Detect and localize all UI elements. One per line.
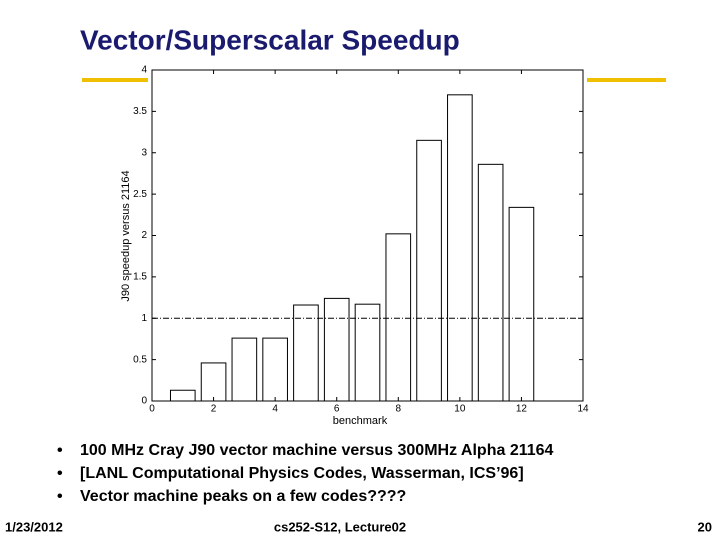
bullet: Vector machine peaks on a few codes???? bbox=[80, 488, 406, 505]
y-tick-label: 1 bbox=[141, 313, 147, 324]
y-tick-label: 2 bbox=[141, 230, 147, 241]
footer-course: cs252-S12, Lecture02 bbox=[274, 519, 406, 534]
bar bbox=[293, 304, 319, 402]
x-tick-label: 4 bbox=[272, 404, 278, 415]
bar bbox=[385, 233, 412, 402]
bar bbox=[169, 389, 196, 402]
y-tick-label: 3.5 bbox=[133, 106, 147, 117]
x-tick-label: 10 bbox=[454, 404, 466, 415]
x-axis-label: benchmark bbox=[333, 415, 388, 427]
bar bbox=[323, 297, 350, 402]
bar bbox=[354, 303, 381, 402]
y-tick-label: 2.5 bbox=[133, 189, 147, 200]
bullet: [LANL Computational Physics Codes, Wasse… bbox=[80, 465, 524, 482]
x-tick-label: 6 bbox=[334, 404, 340, 415]
bar bbox=[447, 94, 473, 402]
y-tick-label: 0 bbox=[141, 396, 147, 407]
bullet: 100 MHz Cray J90 vector machine versus 3… bbox=[80, 442, 554, 459]
x-tick-label: 8 bbox=[396, 404, 402, 415]
y-axis-label: J90 speedup versus 21164 bbox=[120, 170, 132, 301]
bar bbox=[200, 362, 227, 402]
y-tick-label: 4 bbox=[141, 65, 147, 76]
bullet-dot: • bbox=[57, 442, 63, 459]
bullet-dot: • bbox=[57, 488, 63, 505]
bar bbox=[231, 337, 258, 402]
slide-title: Vector/Superscalar Speedup bbox=[80, 24, 460, 55]
bar bbox=[262, 337, 288, 402]
bar bbox=[477, 163, 504, 402]
x-tick-label: 14 bbox=[577, 404, 589, 415]
bar bbox=[508, 206, 535, 402]
x-tick-label: 0 bbox=[149, 404, 155, 415]
x-tick-label: 12 bbox=[516, 404, 528, 415]
chart: benchmark J90 speedup versus 21164 0 0.5 1… bbox=[120, 65, 589, 427]
footer-page: 20 bbox=[698, 519, 712, 534]
bullet-dot: • bbox=[57, 465, 63, 482]
footer-date: 1/23/2012 bbox=[5, 519, 63, 534]
y-tick-label: 1.5 bbox=[133, 272, 147, 283]
y-tick-label: 0.5 bbox=[133, 354, 147, 365]
x-tick-label: 2 bbox=[211, 404, 217, 415]
y-tick-label: 3 bbox=[141, 147, 147, 158]
bar bbox=[416, 139, 442, 402]
